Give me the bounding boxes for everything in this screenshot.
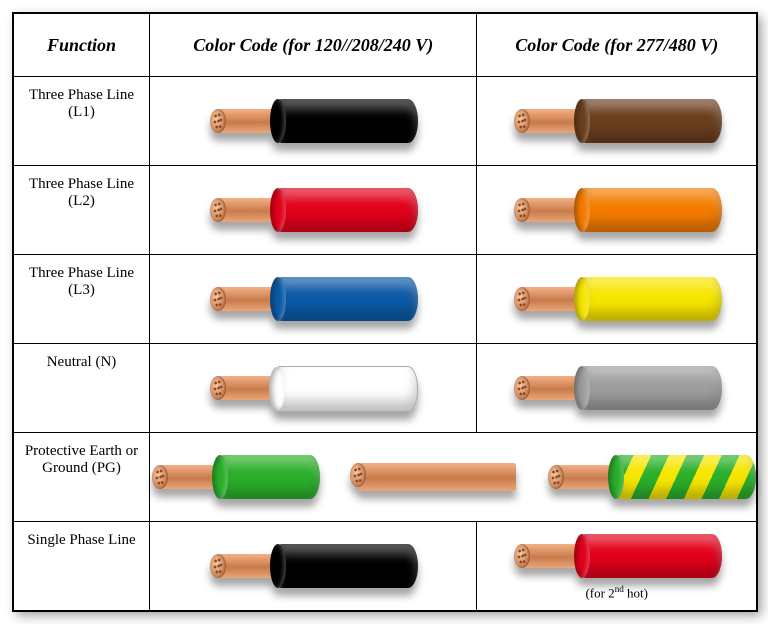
wire-graphic: [546, 451, 756, 503]
wire-cell-span: [150, 433, 757, 522]
insulation: [582, 534, 722, 578]
table-row: Single Phase Line (for 2nd hot): [14, 522, 757, 611]
wire-white: [208, 362, 418, 414]
wire-wrap: [150, 344, 476, 432]
table-row: Three Phase Line (L2): [14, 166, 757, 255]
wire-bare-copper: [348, 451, 518, 503]
table-row: Protective Earth or Ground (PG): [14, 433, 757, 522]
wire-cell-col2: [477, 77, 757, 166]
wire-wrap: [477, 344, 756, 432]
function-cell: Three Phase Line (L3): [14, 255, 150, 344]
insulation: [582, 99, 722, 143]
wire-cell-col2: [477, 166, 757, 255]
insulation: [220, 455, 320, 499]
wire-brown: [512, 95, 722, 147]
wire-graphic: [208, 540, 418, 592]
wire-graphic: [150, 451, 320, 503]
wire-wrap: [150, 255, 476, 343]
wire-graphic: [512, 362, 722, 414]
wire-graphic: [208, 184, 418, 236]
wire-wrap: (for 2nd hot): [477, 522, 756, 610]
wire-wrap: [150, 77, 476, 165]
insulation: [616, 455, 756, 499]
insulation: [582, 188, 722, 232]
wire-black: [208, 95, 418, 147]
wire-graphic: [512, 184, 722, 236]
table-row: Three Phase Line (L1): [14, 77, 757, 166]
wire-graphic: [208, 362, 418, 414]
wire-cell-col1: [150, 166, 477, 255]
wire-green-yellow: [546, 451, 756, 503]
wire-wrap: [477, 255, 756, 343]
wire-wrap: [150, 166, 476, 254]
wire-cell-col1: [150, 255, 477, 344]
wire-black: [208, 540, 418, 592]
table-row: Neutral (N): [14, 344, 757, 433]
insulation: [278, 188, 418, 232]
wire-cell-col1: [150, 344, 477, 433]
wire-graphic: [512, 273, 722, 325]
header-col1: Color Code (for 120//208/240 V): [150, 14, 477, 77]
wire-wrap: [477, 77, 756, 165]
insulation: [582, 277, 722, 321]
function-cell: Single Phase Line: [14, 522, 150, 611]
function-cell: Neutral (N): [14, 344, 150, 433]
wire-blue: [208, 273, 418, 325]
insulation: [276, 366, 418, 412]
insulation: [278, 99, 418, 143]
wire-red: [208, 184, 418, 236]
color-code-table: Function Color Code (for 120//208/240 V)…: [13, 13, 757, 611]
color-code-table-frame: Function Color Code (for 120//208/240 V)…: [12, 12, 758, 612]
wire-graphic: [512, 95, 722, 147]
wire-wrap: [477, 166, 756, 254]
wire-wrap: [150, 522, 476, 610]
wire-graphic: [208, 273, 418, 325]
wire-grey: [512, 362, 722, 414]
header-col2: Color Code (for 277/480 V): [477, 14, 757, 77]
wire-cell-col2: [477, 255, 757, 344]
wire-graphic: [208, 95, 418, 147]
wire-wrap: [150, 433, 756, 521]
wire-cell-col1: [150, 77, 477, 166]
insulation: [582, 366, 722, 410]
function-cell: Protective Earth or Ground (PG): [14, 433, 150, 522]
wire-graphic: [348, 451, 518, 503]
insulation: [278, 277, 418, 321]
function-cell: Three Phase Line (L2): [14, 166, 150, 255]
wire-graphic: [512, 530, 722, 582]
function-cell: Three Phase Line (L1): [14, 77, 150, 166]
wire-caption: (for 2nd hot): [585, 584, 648, 601]
conductor: [358, 463, 516, 491]
wire-yellow: [512, 273, 722, 325]
table-body: Three Phase Line (L1)Three Phase Line (L…: [14, 77, 757, 611]
insulation: [278, 544, 418, 588]
wire-orange: [512, 184, 722, 236]
header-function: Function: [14, 14, 150, 77]
table-row: Three Phase Line (L3): [14, 255, 757, 344]
wire-cell-col1: [150, 522, 477, 611]
wire-red: (for 2nd hot): [512, 530, 722, 601]
wire-cell-col2: [477, 344, 757, 433]
wire-green: [150, 451, 320, 503]
wire-cell-col2: (for 2nd hot): [477, 522, 757, 611]
